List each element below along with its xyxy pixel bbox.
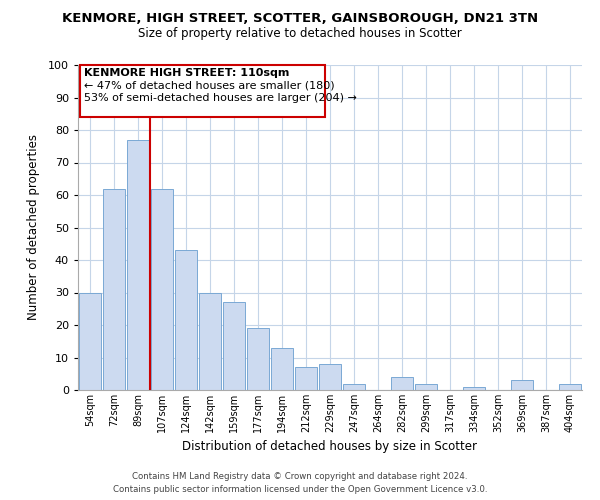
Bar: [199, 292, 221, 390]
Text: KENMORE, HIGH STREET, SCOTTER, GAINSBOROUGH, DN21 3TN: KENMORE, HIGH STREET, SCOTTER, GAINSBORO…: [62, 12, 538, 26]
Bar: [127, 140, 149, 390]
Text: KENMORE HIGH STREET: 110sqm: KENMORE HIGH STREET: 110sqm: [84, 68, 289, 78]
Text: Contains public sector information licensed under the Open Government Licence v3: Contains public sector information licen…: [113, 485, 487, 494]
Text: ← 47% of detached houses are smaller (180): ← 47% of detached houses are smaller (18…: [84, 80, 335, 90]
Bar: [271, 348, 293, 390]
Bar: [79, 292, 101, 390]
Bar: [223, 302, 245, 390]
X-axis label: Distribution of detached houses by size in Scotter: Distribution of detached houses by size …: [182, 440, 478, 454]
Y-axis label: Number of detached properties: Number of detached properties: [26, 134, 40, 320]
Bar: [175, 250, 197, 390]
Bar: [415, 384, 437, 390]
Text: Size of property relative to detached houses in Scotter: Size of property relative to detached ho…: [138, 28, 462, 40]
Bar: [247, 328, 269, 390]
Bar: [151, 188, 173, 390]
Bar: [463, 387, 485, 390]
Bar: [511, 380, 533, 390]
Bar: [559, 384, 581, 390]
Bar: [80, 65, 325, 117]
Bar: [391, 377, 413, 390]
Bar: [295, 367, 317, 390]
Text: Contains HM Land Registry data © Crown copyright and database right 2024.: Contains HM Land Registry data © Crown c…: [132, 472, 468, 481]
Bar: [319, 364, 341, 390]
Bar: [343, 384, 365, 390]
Text: 53% of semi-detached houses are larger (204) →: 53% of semi-detached houses are larger (…: [84, 92, 357, 102]
Bar: [103, 188, 125, 390]
